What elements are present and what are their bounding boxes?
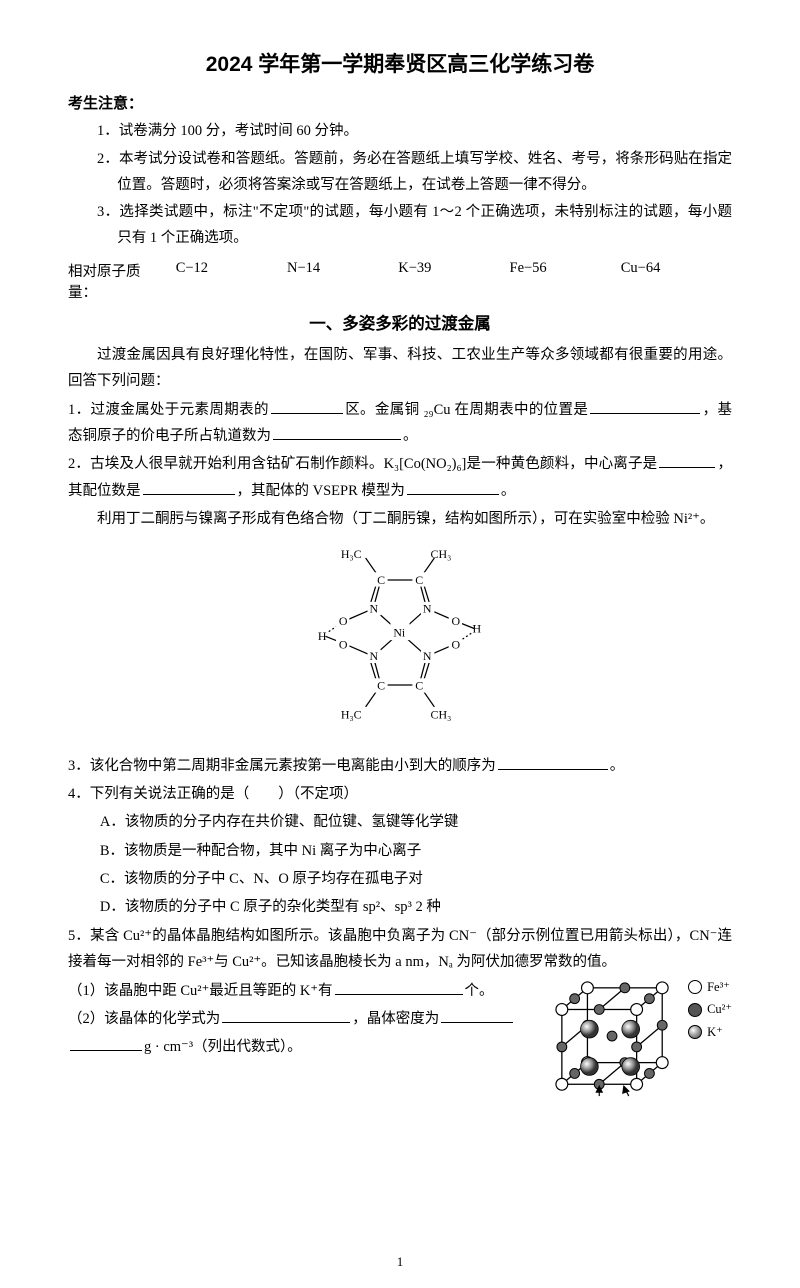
page-title: 2024 学年第一学期奉贤区高三化学练习卷 [68, 48, 732, 78]
q5-1-a: （1）该晶胞中距 Cu²⁺最近且等距的 K⁺有 [68, 983, 333, 999]
blank [335, 980, 463, 995]
q3-text-b: 。 [610, 758, 625, 774]
atom-c: C [377, 572, 385, 586]
mass-c: C−12 [176, 260, 287, 302]
question-4-options: A．该物质的分子内存在共价键、配位键、氢键等化学键 B．该物质是一种配合物，其中… [68, 809, 732, 921]
mass-label: 相对原子质量： [68, 260, 164, 302]
notice-item: 1．试卷满分 100 分，考试时间 60 分钟。 [97, 119, 732, 145]
atom-o: O [339, 613, 348, 627]
atom-n: N [423, 649, 432, 663]
q1-text-b: 区。金属铜 ₂₉Cu 在周期表中的位置是 [345, 402, 588, 418]
ch3-label: H₃C [341, 707, 362, 721]
atom-h: H [473, 621, 482, 635]
ch3-label: CH₃ [431, 707, 452, 721]
atom-o: O [339, 637, 348, 651]
blank [441, 1008, 513, 1023]
intro-paragraph: 过渡金属因具有良好理化特性，在国防、军事、科技、工农业生产等众多领域都有很重要的… [68, 342, 732, 395]
atom-o: O [452, 637, 461, 651]
notice-item: 3．选择类试题中，标注"不定项"的试题，每小题有 1～2 个正确选项，未特别标注… [97, 200, 732, 252]
ch3-label: CH₃ [431, 547, 452, 561]
blank [143, 480, 235, 495]
question-5-1: （1）该晶胞中距 Cu²⁺最近且等距的 K⁺有 个。 [68, 978, 540, 1004]
q2-paragraph: 利用丁二酮肟与镍离子形成有色络合物（丁二酮肟镍，结构如图所示），可在实验室中检验… [68, 506, 732, 532]
question-5-2: （2）该晶体的化学式为 ，晶体密度为 [68, 1006, 540, 1032]
section-heading: 一、多姿多彩的过渡金属 [68, 310, 732, 334]
blank [271, 399, 343, 414]
question-2: 2．古埃及人很早就开始利用含钴矿石制作颜料。K₃[Co(NO₂)₆]是一种黄色颜… [68, 451, 732, 504]
q2-text-d: 。 [501, 483, 516, 499]
blank [590, 399, 700, 414]
question-3: 3．该化合物中第二周期非金属元素按第一电离能由小到大的顺序为 。 [68, 753, 732, 779]
option-d: D．该物质的分子中 C 原子的杂化类型有 sp²、sp³ 2 种 [100, 894, 732, 920]
q5-2-a: （2）该晶体的化学式为 [68, 1011, 220, 1027]
mass-cu: Cu−64 [621, 260, 732, 302]
q2-text-a: 2．古埃及人很早就开始利用含钴矿石制作颜料。K₃[Co(NO₂)₆]是一种黄色颜… [68, 456, 657, 472]
relative-mass-row: 相对原子质量： C−12 N−14 K−39 Fe−56 Cu−64 [68, 260, 732, 302]
question-1: 1．过渡金属处于元素周期表的区。金属铜 ₂₉Cu 在周期表中的位置是，基态铜原子… [68, 397, 732, 450]
mass-fe: Fe−56 [510, 260, 621, 302]
option-a: A．该物质的分子内存在共价键、配位键、氢键等化学键 [100, 809, 732, 835]
q5-3-text: g · cm⁻³（列出代数式）。 [144, 1039, 302, 1055]
legend-k: K⁺ [688, 1023, 732, 1042]
molecule-figure: Ni N N N N C C C C O O O O H H H₃C CH₃ H… [68, 537, 732, 747]
q2-text-c: ，其配体的 VSEPR 模型为 [237, 483, 405, 499]
question-5-stem: 5．某含 Cu²⁺的晶体晶胞结构如图所示。该晶胞中负离子为 CN⁻（部分示例位置… [68, 923, 732, 976]
notice-heading: 考生注意： [68, 92, 732, 113]
page-number: 1 [0, 1254, 800, 1270]
q1-text-d: 。 [403, 428, 418, 444]
question-4-stem: 4．下列有关说法正确的是（ ）（不定项） [68, 781, 732, 807]
q5-1-b: 个。 [465, 983, 494, 999]
legend-k-label: K⁺ [707, 1023, 723, 1042]
cu-swatch-icon [688, 1003, 702, 1017]
blank [659, 454, 715, 469]
notice-item: 2．本考试分设试卷和答题纸。答题前，务必在答题纸上填写学校、姓名、考号，将条形码… [97, 147, 732, 199]
q3-text-a: 3．该化合物中第二周期非金属元素按第一电离能由小到大的顺序为 [68, 758, 496, 774]
k-swatch-icon [688, 1025, 702, 1039]
option-b: B．该物质是一种配合物，其中 Ni 离子为中心离子 [100, 838, 732, 864]
atom-c: C [415, 678, 423, 692]
crystal-cell-figure [550, 978, 678, 1109]
ch3-label: H₃C [341, 547, 362, 561]
atom-c: C [415, 572, 423, 586]
ni-label: Ni [393, 625, 406, 639]
blank [273, 426, 401, 441]
blank [70, 1037, 142, 1052]
question-5-3: g · cm⁻³（列出代数式）。 [68, 1034, 540, 1060]
notice-list: 1．试卷满分 100 分，考试时间 60 分钟。 2．本考试分设试卷和答题纸。答… [68, 119, 732, 252]
legend-fe: Fe³⁺ [688, 978, 732, 997]
atom-h: H [318, 629, 327, 643]
nickel-complex-svg: Ni N N N N C C C C O O O O H H H₃C CH₃ H… [285, 537, 515, 747]
atom-n: N [369, 649, 378, 663]
atom-o: O [452, 613, 461, 627]
crystal-legend: Fe³⁺ Cu²⁺ K⁺ [688, 978, 732, 1046]
legend-cu: Cu²⁺ [688, 1000, 732, 1019]
blank [498, 755, 608, 770]
q1-text-a: 1．过渡金属处于元素周期表的 [68, 402, 269, 418]
legend-fe-label: Fe³⁺ [707, 978, 730, 997]
atom-n: N [369, 601, 378, 615]
q5-2-b: ，晶体密度为 [352, 1011, 439, 1027]
option-c: C．该物质的分子中 C、N、O 原子均存在孤电子对 [100, 866, 732, 892]
atom-n: N [423, 601, 432, 615]
blank [222, 1008, 350, 1023]
mass-k: K−39 [398, 260, 509, 302]
legend-cu-label: Cu²⁺ [707, 1000, 732, 1019]
blank [407, 480, 499, 495]
mass-n: N−14 [287, 260, 398, 302]
fe-swatch-icon [688, 980, 702, 994]
atom-c: C [377, 678, 385, 692]
